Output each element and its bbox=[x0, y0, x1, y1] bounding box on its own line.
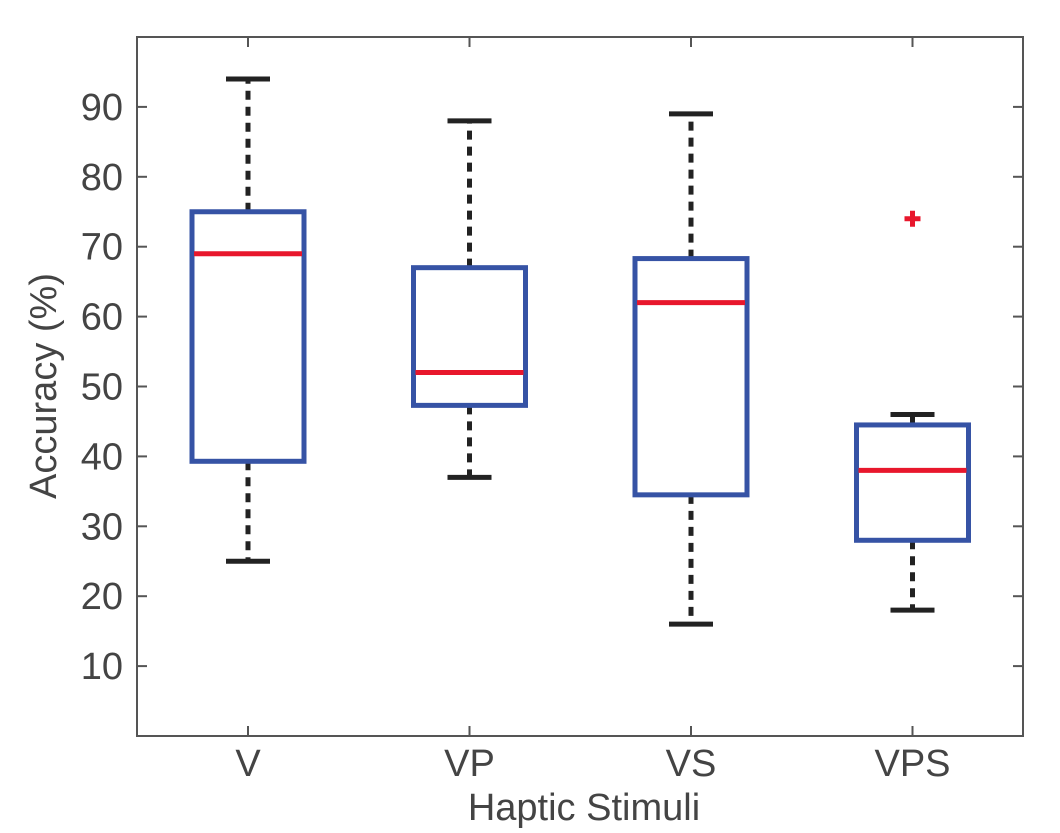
y-tick-label: 10 bbox=[81, 646, 123, 688]
box-group-vs bbox=[632, 111, 750, 627]
x-axis-title: Haptic Stimuli bbox=[468, 787, 700, 829]
y-tick-label: 90 bbox=[81, 87, 123, 129]
box-series bbox=[189, 76, 971, 627]
x-tick-label: VP bbox=[444, 743, 495, 785]
y-tick-label: 20 bbox=[81, 576, 123, 618]
interquartile-box bbox=[632, 256, 750, 498]
x-tick-label: VPS bbox=[874, 743, 950, 785]
x-axis: V VP VS VPS bbox=[235, 37, 951, 785]
y-axis: 10 20 30 40 50 60 70 80 90 bbox=[81, 87, 1023, 688]
interquartile-box bbox=[854, 422, 971, 543]
y-tick-label: 50 bbox=[81, 367, 123, 409]
interquartile-box bbox=[189, 209, 307, 464]
x-tick-label: VS bbox=[666, 743, 717, 785]
y-tick-label: 40 bbox=[81, 436, 123, 478]
interquartile-box bbox=[411, 265, 528, 408]
y-tick-label: 80 bbox=[81, 157, 123, 199]
outlier-marker bbox=[904, 210, 921, 227]
y-tick-label: 70 bbox=[81, 227, 123, 269]
y-axis-title: Accuracy (%) bbox=[23, 273, 65, 499]
box-group-v bbox=[189, 76, 307, 564]
y-tick-label: 60 bbox=[81, 297, 123, 339]
box-group-vp bbox=[411, 118, 528, 480]
y-tick-label: 30 bbox=[81, 506, 123, 548]
x-tick-label: V bbox=[235, 743, 261, 785]
box-group-vps bbox=[854, 210, 971, 613]
